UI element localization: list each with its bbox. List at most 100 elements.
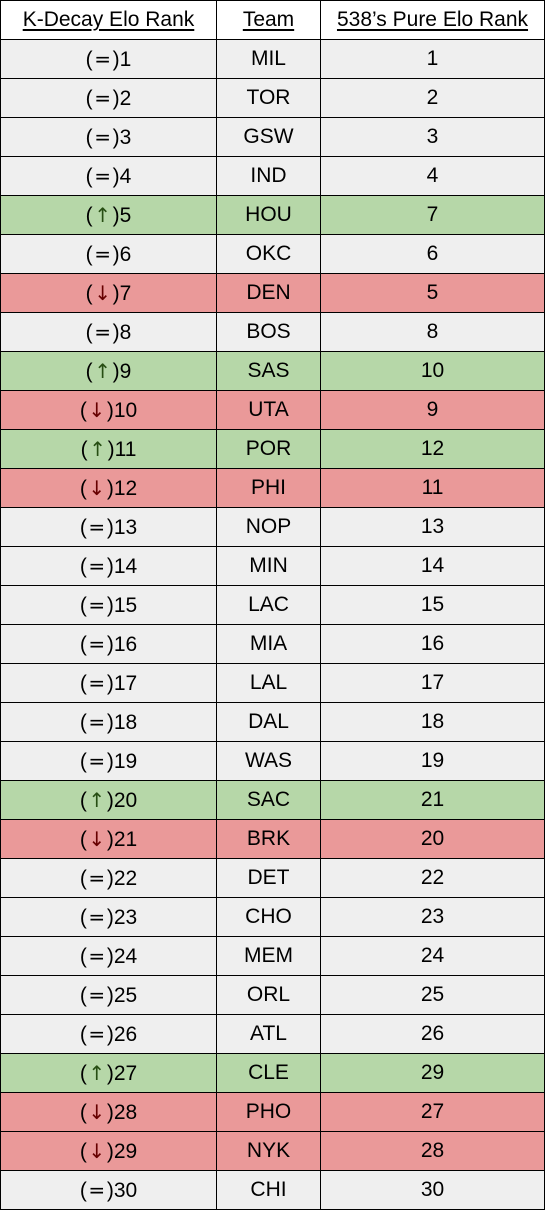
pure-elo-rank-cell[interactable]: 15 (320, 585, 545, 625)
kdecay-rank-cell[interactable]: ( ↑ ) 9 (0, 351, 217, 391)
pure-elo-rank-cell[interactable]: 12 (320, 429, 545, 469)
header-kdecay-rank[interactable]: K-Decay Elo Rank (0, 0, 217, 40)
team-cell[interactable]: LAC (216, 585, 321, 625)
pure-elo-rank-cell[interactable]: 26 (320, 1014, 545, 1054)
kdecay-rank-cell[interactable]: ( = ) 23 (0, 897, 217, 937)
pure-elo-rank-cell[interactable]: 19 (320, 741, 545, 781)
pure-elo-rank-cell[interactable]: 3 (320, 117, 545, 157)
team-cell[interactable]: MIA (216, 624, 321, 664)
kdecay-rank-cell[interactable]: ( = ) 17 (0, 663, 217, 703)
pure-elo-rank-cell[interactable]: 8 (320, 312, 545, 352)
equals-icon: = (94, 85, 112, 110)
pure-elo-rank-cell[interactable]: 25 (320, 975, 545, 1015)
pure-elo-rank-cell[interactable]: 18 (320, 702, 545, 742)
kdecay-rank-cell[interactable]: ( = ) 18 (0, 702, 217, 742)
equals-icon: = (88, 670, 106, 695)
team-cell[interactable]: GSW (216, 117, 321, 157)
team-cell[interactable]: TOR (216, 78, 321, 118)
pure-elo-rank-cell[interactable]: 21 (320, 780, 545, 820)
kdecay-rank-cell[interactable]: ( = ) 22 (0, 858, 217, 898)
team-cell[interactable]: NYK (216, 1131, 321, 1171)
team-cell[interactable]: SAC (216, 780, 321, 820)
team-cell[interactable]: WAS (216, 741, 321, 781)
kdecay-rank-cell[interactable]: ( = ) 15 (0, 585, 217, 625)
team-cell[interactable]: ATL (216, 1014, 321, 1054)
pure-elo-rank-cell[interactable]: 20 (320, 819, 545, 859)
team-cell[interactable]: MIL (216, 39, 321, 79)
pure-elo-rank-cell[interactable]: 9 (320, 390, 545, 430)
kdecay-rank-cell[interactable]: ( = ) 14 (0, 546, 217, 586)
team-cell[interactable]: LAL (216, 663, 321, 703)
kdecay-rank-cell[interactable]: ( = ) 16 (0, 624, 217, 664)
kdecay-rank-cell[interactable]: ( ↓ ) 21 (0, 819, 217, 859)
team-cell[interactable]: SAS (216, 351, 321, 391)
kdecay-rank-cell[interactable]: ( ↓ ) 12 (0, 468, 217, 508)
pure-elo-rank-cell[interactable]: 10 (320, 351, 545, 391)
team-cell[interactable]: ORL (216, 975, 321, 1015)
arrow-down-icon: ↓ (88, 397, 106, 422)
kdecay-rank-cell[interactable]: ( = ) 2 (0, 78, 217, 118)
kdecay-rank-cell[interactable]: ( = ) 19 (0, 741, 217, 781)
pure-elo-rank-cell[interactable]: 2 (320, 78, 545, 118)
kdecay-rank-cell[interactable]: ( = ) 4 (0, 156, 217, 196)
kdecay-rank-cell[interactable]: ( ↑ ) 11 (0, 429, 217, 469)
pure-elo-rank-cell[interactable]: 29 (320, 1053, 545, 1093)
kdecay-rank-cell[interactable]: ( ↓ ) 29 (0, 1131, 217, 1171)
team-cell[interactable]: MEM (216, 936, 321, 976)
team-cell[interactable]: HOU (216, 195, 321, 235)
team-cell[interactable]: BRK (216, 819, 321, 859)
team-cell[interactable]: NOP (216, 507, 321, 547)
team-cell[interactable]: CLE (216, 1053, 321, 1093)
kdecay-rank-cell[interactable]: ( ↓ ) 7 (0, 273, 217, 313)
team-cell[interactable]: MIN (216, 546, 321, 586)
table-row: ( = ) 18 DAL 18 (0, 702, 545, 742)
kdecay-rank-cell[interactable]: ( ↑ ) 20 (0, 780, 217, 820)
pure-elo-rank-cell[interactable]: 4 (320, 156, 545, 196)
pure-elo-rank-cell[interactable]: 27 (320, 1092, 545, 1132)
team-cell[interactable]: BOS (216, 312, 321, 352)
kdecay-rank-cell[interactable]: ( ↑ ) 27 (0, 1053, 217, 1093)
kdecay-rank-cell[interactable]: ( ↓ ) 10 (0, 390, 217, 430)
kdecay-rank-cell[interactable]: ( = ) 6 (0, 234, 217, 274)
pure-elo-rank-cell[interactable]: 5 (320, 273, 545, 313)
pure-elo-rank-cell[interactable]: 7 (320, 195, 545, 235)
header-pure-elo-rank[interactable]: 538’s Pure Elo Rank (320, 0, 545, 40)
pure-elo-rank-cell[interactable]: 30 (320, 1170, 545, 1210)
team-cell[interactable]: IND (216, 156, 321, 196)
kdecay-rank-cell[interactable]: ( = ) 3 (0, 117, 217, 157)
pure-elo-rank-cell[interactable]: 24 (320, 936, 545, 976)
pure-elo-rank-cell[interactable]: 16 (320, 624, 545, 664)
kdecay-rank-cell[interactable]: ( = ) 8 (0, 312, 217, 352)
equals-icon: = (88, 514, 106, 539)
equals-icon: = (88, 553, 106, 578)
team-cell[interactable]: OKC (216, 234, 321, 274)
open-paren: ( (85, 164, 93, 188)
pure-elo-rank-cell[interactable]: 14 (320, 546, 545, 586)
team-cell[interactable]: PHI (216, 468, 321, 508)
team-cell[interactable]: POR (216, 429, 321, 469)
team-cell[interactable]: UTA (216, 390, 321, 430)
pure-elo-rank-cell[interactable]: 23 (320, 897, 545, 937)
pure-elo-rank-cell[interactable]: 17 (320, 663, 545, 703)
kdecay-rank-cell[interactable]: ( = ) 24 (0, 936, 217, 976)
pure-elo-rank-cell[interactable]: 22 (320, 858, 545, 898)
team-cell[interactable]: PHO (216, 1092, 321, 1132)
team-cell[interactable]: DEN (216, 273, 321, 313)
team-cell[interactable]: DAL (216, 702, 321, 742)
team-cell[interactable]: DET (216, 858, 321, 898)
kdecay-rank-cell[interactable]: ( ↓ ) 28 (0, 1092, 217, 1132)
pure-elo-rank-cell[interactable]: 1 (320, 39, 545, 79)
kdecay-rank-cell[interactable]: ( = ) 30 (0, 1170, 217, 1210)
pure-elo-rank-cell[interactable]: 28 (320, 1131, 545, 1171)
pure-elo-rank-cell[interactable]: 13 (320, 507, 545, 547)
header-team[interactable]: Team (216, 0, 321, 40)
kdecay-rank-cell[interactable]: ( = ) 26 (0, 1014, 217, 1054)
team-cell[interactable]: CHO (216, 897, 321, 937)
pure-elo-rank-cell[interactable]: 6 (320, 234, 545, 274)
pure-elo-rank-cell[interactable]: 11 (320, 468, 545, 508)
team-cell[interactable]: CHI (216, 1170, 321, 1210)
kdecay-rank-cell[interactable]: ( = ) 25 (0, 975, 217, 1015)
kdecay-rank-cell[interactable]: ( ↑ ) 5 (0, 195, 217, 235)
kdecay-rank-cell[interactable]: ( = ) 13 (0, 507, 217, 547)
kdecay-rank-cell[interactable]: ( = ) 1 (0, 39, 217, 79)
